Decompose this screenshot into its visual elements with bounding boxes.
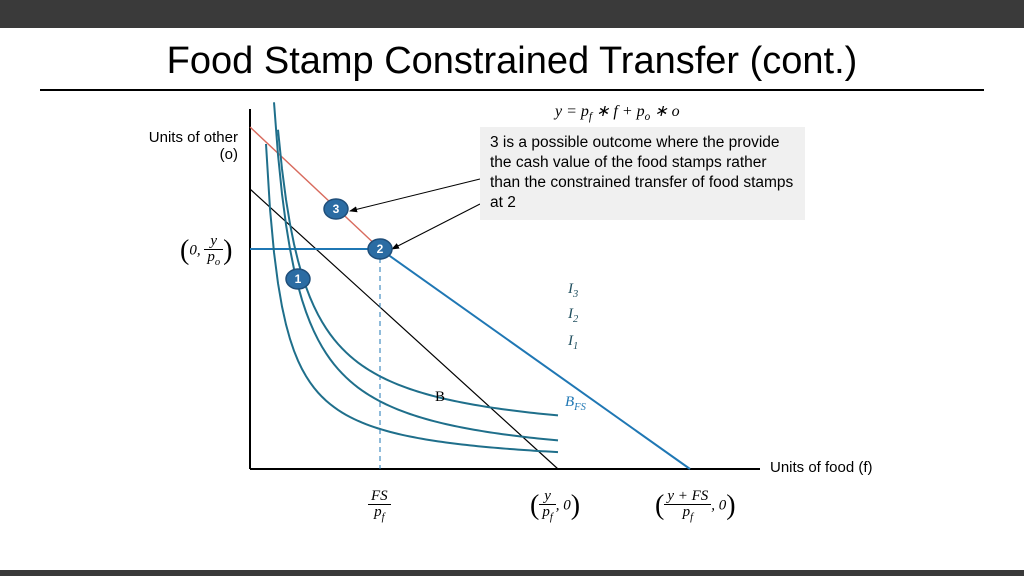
svg-text:3: 3 xyxy=(333,202,340,216)
page-title: Food Stamp Constrained Transfer (cont.) xyxy=(0,40,1024,83)
BFS-label: BFS xyxy=(565,394,586,413)
x-axis-label: Units of food (f) xyxy=(770,459,873,476)
top-bar xyxy=(0,0,1024,28)
title-underline xyxy=(40,89,984,91)
B-label: B xyxy=(435,389,445,406)
I3-label: I3 xyxy=(568,281,578,300)
svg-text:2: 2 xyxy=(377,242,384,256)
fs-over-pf-label: FSpf xyxy=(368,489,391,524)
bottom-bar xyxy=(0,570,1024,576)
y-axis-label: Units of other (o) xyxy=(148,129,238,163)
I1-label: I1 xyxy=(568,333,578,352)
budget-equation: y = pf ∗ f + po ∗ o xyxy=(555,101,680,123)
I2-label: I2 xyxy=(568,306,578,325)
svg-text:1: 1 xyxy=(295,272,302,286)
diagram-stage: 1 2 3 y = pf ∗ f + po ∗ o 3 is a possible … xyxy=(0,99,1024,559)
y-over-pf-label: (ypf, 0) xyxy=(530,489,580,524)
callout-box: 3 is a possible outcome where the provid… xyxy=(480,127,805,220)
y-intercept-label: (0, ypo) xyxy=(180,234,232,269)
y-plus-fs-label: (y + FSpf, 0) xyxy=(655,489,736,524)
